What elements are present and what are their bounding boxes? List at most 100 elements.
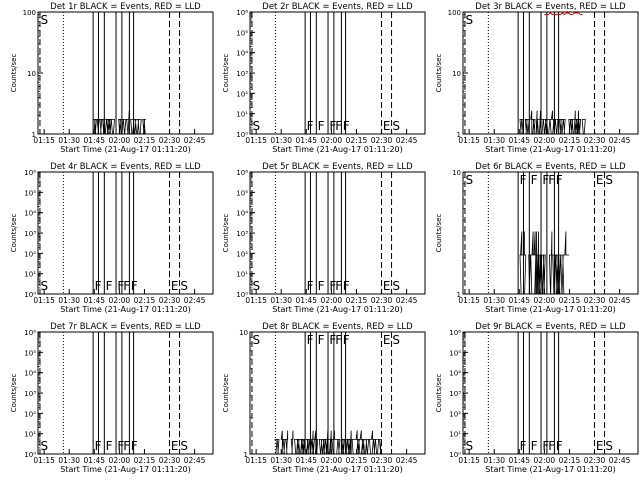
x-tick-label: 02:30 bbox=[584, 136, 606, 145]
x-tick-label: 02:30 bbox=[159, 456, 181, 465]
x-tick-label: 01:30 bbox=[483, 296, 505, 305]
x-tick-label: 02:15 bbox=[346, 296, 368, 305]
event-annotation: F bbox=[117, 439, 124, 453]
x-tick-label: 02:00 bbox=[321, 296, 343, 305]
event-annotation: F bbox=[542, 173, 549, 187]
y-axis-label: Counts/sec bbox=[222, 374, 230, 413]
chart-panel-2: Det 2r BLACK = Events, RED = LLD 10⁰ 10¹ 10… bbox=[222, 2, 426, 154]
x-tick-label: 01:45 bbox=[83, 456, 105, 465]
x-tick-label: 01:15 bbox=[245, 136, 267, 145]
x-tick-label: 01:45 bbox=[508, 136, 530, 145]
x-tick-label: 01:45 bbox=[83, 296, 105, 305]
event-annotation: S bbox=[465, 439, 473, 453]
y-tick-label: 10⁰ bbox=[236, 291, 248, 299]
x-axis-label: Start Time (21-Aug-17 01:11:20) bbox=[272, 305, 403, 314]
event-annotation: F bbox=[131, 439, 138, 453]
event-annotation: F bbox=[318, 279, 325, 293]
x-tick-label: 01:15 bbox=[33, 296, 55, 305]
event-annotation: S bbox=[180, 279, 188, 293]
y-axis-label: Counts/sec bbox=[435, 214, 443, 253]
chart-panel-6: Det 6r BLACK = Events, RED = LLD 1 10 Count… bbox=[435, 162, 639, 314]
y-tick-label: 10⁴ bbox=[236, 50, 248, 58]
chart-title: Det 3r BLACK = Events, RED = LLD bbox=[475, 2, 626, 12]
y-tick-label: 10³ bbox=[236, 230, 248, 238]
event-annotation: S bbox=[252, 119, 260, 133]
x-tick-label: 02:45 bbox=[396, 456, 418, 465]
y-tick-label: 10 bbox=[452, 169, 461, 177]
event-annotation: E bbox=[596, 439, 604, 453]
x-tick-label: 02:15 bbox=[346, 456, 368, 465]
x-tick-label: 01:15 bbox=[33, 456, 55, 465]
x-tick-label: 02:15 bbox=[134, 456, 156, 465]
x-tick-label: 02:30 bbox=[371, 456, 393, 465]
event-annotation: S bbox=[605, 439, 613, 453]
y-tick-label: 10¹ bbox=[236, 111, 248, 119]
events-trace bbox=[519, 231, 570, 295]
event-annotation: F bbox=[556, 173, 563, 187]
y-axis-label: Counts/sec bbox=[10, 54, 18, 93]
y-tick-label: 100 bbox=[23, 9, 36, 17]
x-tick-label: 02:00 bbox=[534, 456, 556, 465]
event-annotation: F bbox=[307, 279, 314, 293]
y-tick-label: 1 bbox=[457, 131, 461, 139]
x-axis-label: Start Time (21-Aug-17 01:11:20) bbox=[485, 145, 616, 154]
x-tick-label: 02:30 bbox=[159, 136, 181, 145]
x-tick-label: 01:45 bbox=[508, 296, 530, 305]
y-tick-label: 1 bbox=[32, 131, 36, 139]
event-annotation: S bbox=[180, 439, 188, 453]
event-annotation: E bbox=[383, 333, 391, 347]
y-tick-label: 10⁵ bbox=[236, 189, 248, 197]
x-tick-label: 02:30 bbox=[584, 296, 606, 305]
event-annotation: E bbox=[596, 173, 604, 187]
event-annotation: F bbox=[548, 439, 555, 453]
y-tick-label: 10² bbox=[24, 250, 36, 258]
y-tick-label: 10⁰ bbox=[236, 131, 248, 139]
y-tick-label: 10² bbox=[24, 410, 36, 418]
event-annotation: F bbox=[329, 119, 336, 133]
x-tick-label: 02:15 bbox=[559, 136, 581, 145]
x-tick-label: 01:30 bbox=[270, 456, 292, 465]
y-tick-label: 10³ bbox=[449, 390, 461, 398]
event-annotation: F bbox=[548, 173, 555, 187]
event-annotation: F bbox=[335, 333, 342, 347]
event-annotation: F bbox=[106, 439, 113, 453]
y-tick-label: 10⁰ bbox=[449, 451, 461, 459]
event-annotation: S bbox=[392, 279, 400, 293]
x-tick-label: 02:45 bbox=[396, 136, 418, 145]
y-tick-label: 10¹ bbox=[236, 271, 248, 279]
x-axis-label: Start Time (21-Aug-17 01:11:20) bbox=[60, 465, 191, 474]
events-trace bbox=[92, 110, 146, 135]
y-axis-label: Counts/sec bbox=[435, 374, 443, 413]
x-tick-label: 01:15 bbox=[458, 456, 480, 465]
y-axis-label: Counts/sec bbox=[10, 214, 18, 253]
event-annotation: F bbox=[335, 279, 342, 293]
y-tick-label: 10⁵ bbox=[236, 29, 248, 37]
plot-frame bbox=[249, 331, 426, 455]
y-tick-label: 10⁴ bbox=[24, 370, 36, 378]
y-tick-label: 10⁴ bbox=[449, 370, 461, 378]
event-annotation: F bbox=[117, 279, 124, 293]
chart-title: Det 7r BLACK = Events, RED = LLD bbox=[50, 322, 201, 332]
x-tick-label: 02:15 bbox=[346, 136, 368, 145]
y-tick-label: 1 bbox=[457, 291, 461, 299]
x-tick-label: 02:30 bbox=[584, 456, 606, 465]
event-annotation: S bbox=[252, 279, 260, 293]
event-annotation: F bbox=[131, 279, 138, 293]
event-annotation: F bbox=[307, 333, 314, 347]
events-trace bbox=[519, 110, 590, 135]
chart-title: Det 1r BLACK = Events, RED = LLD bbox=[50, 2, 201, 12]
chart-panel-3: Det 3r BLACK = Events, RED = LLD 1 10 100 Co… bbox=[435, 2, 639, 154]
event-annotation: E bbox=[383, 279, 391, 293]
y-tick-label: 10⁰ bbox=[24, 291, 36, 299]
y-tick-label: 10⁴ bbox=[236, 210, 248, 218]
plot-frame bbox=[249, 11, 426, 135]
x-tick-label: 02:00 bbox=[109, 136, 131, 145]
x-tick-label: 02:45 bbox=[609, 456, 631, 465]
x-tick-label: 01:45 bbox=[83, 136, 105, 145]
x-tick-label: 01:30 bbox=[270, 136, 292, 145]
x-tick-label: 01:30 bbox=[270, 296, 292, 305]
x-tick-label: 01:30 bbox=[483, 456, 505, 465]
x-tick-label: 01:30 bbox=[58, 456, 80, 465]
event-annotation: F bbox=[531, 439, 538, 453]
x-tick-label: 02:45 bbox=[184, 456, 206, 465]
